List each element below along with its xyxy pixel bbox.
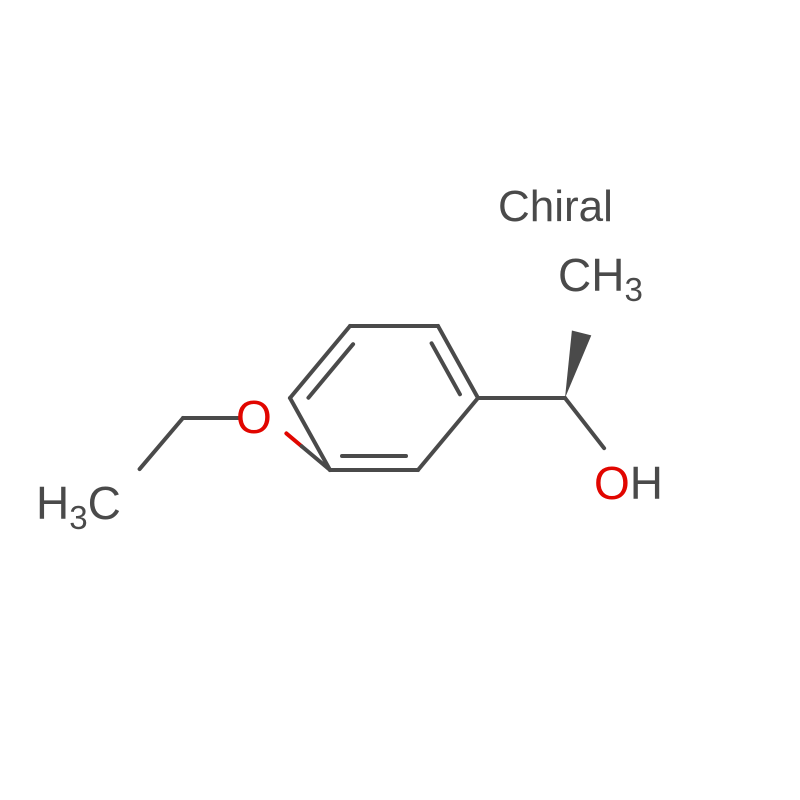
methyl-ch3-label: CH3 — [558, 248, 643, 310]
bonds-svg — [0, 0, 800, 800]
chiral-annotation: Chiral — [498, 182, 613, 232]
ether-oxygen-label: O — [236, 390, 272, 444]
ethyl-ch3-label: H3C — [36, 476, 121, 538]
chemical-structure-diagram: H3C O CH3 OH Chiral — [0, 0, 800, 800]
hydroxyl-oh-label: OH — [594, 456, 663, 510]
